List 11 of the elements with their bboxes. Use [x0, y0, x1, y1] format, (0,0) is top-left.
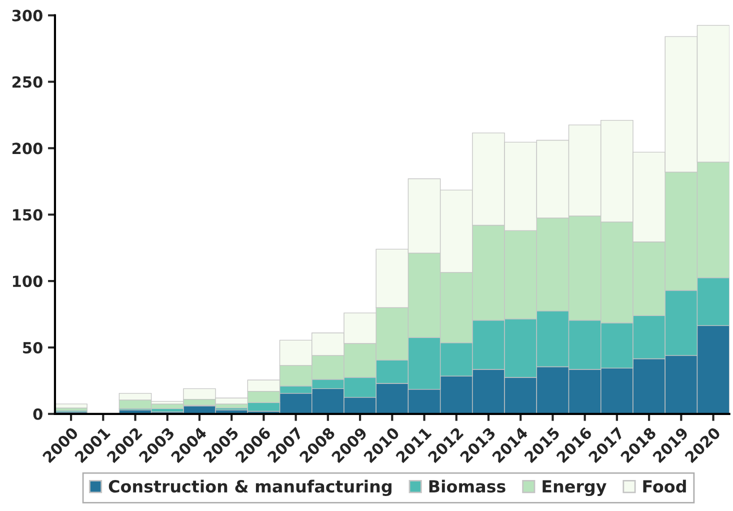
legend-label: Construction & manufacturing	[108, 480, 392, 496]
y-tick-label: 0	[33, 408, 42, 420]
legend-label: Food	[643, 480, 686, 493]
y-tick-label: 50	[23, 342, 42, 354]
legend-label: Energy	[542, 480, 606, 496]
y-tick-label: 300	[12, 10, 42, 22]
y-tick-label: 100	[13, 276, 42, 288]
legend-label: Biomass	[429, 480, 506, 493]
y-tick-label: 250	[12, 76, 42, 88]
y-tick-label: 200	[12, 142, 42, 154]
y-tick-label: 150	[13, 209, 42, 221]
